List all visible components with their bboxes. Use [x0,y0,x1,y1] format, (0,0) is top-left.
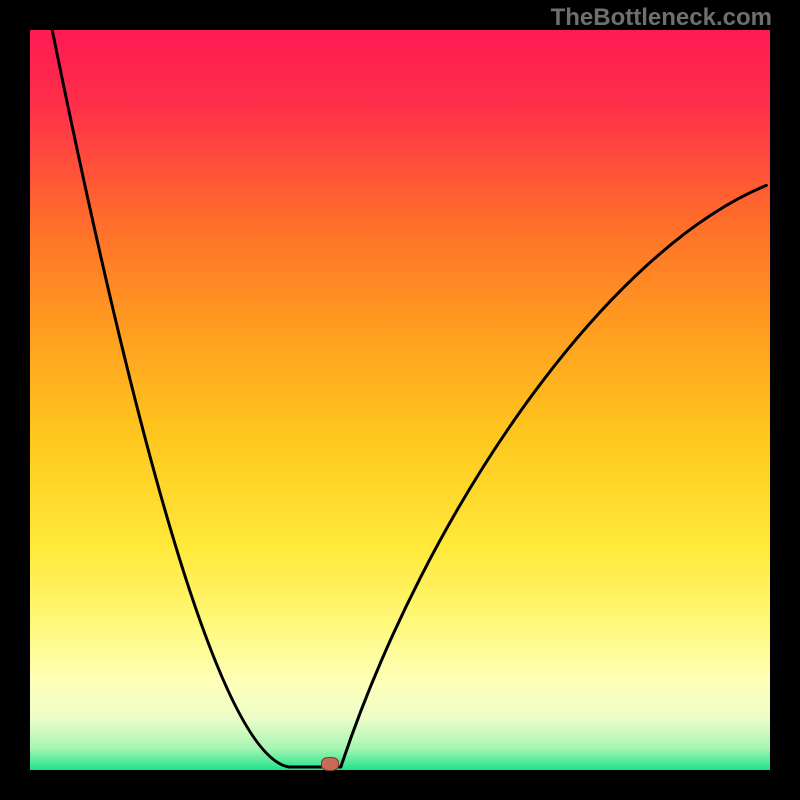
chart-container: TheBottleneck.com [0,0,800,800]
watermark-text: TheBottleneck.com [551,4,772,32]
bottleneck-curve [52,30,766,767]
plot-svg-layer [0,0,800,800]
valley-marker [321,757,339,771]
